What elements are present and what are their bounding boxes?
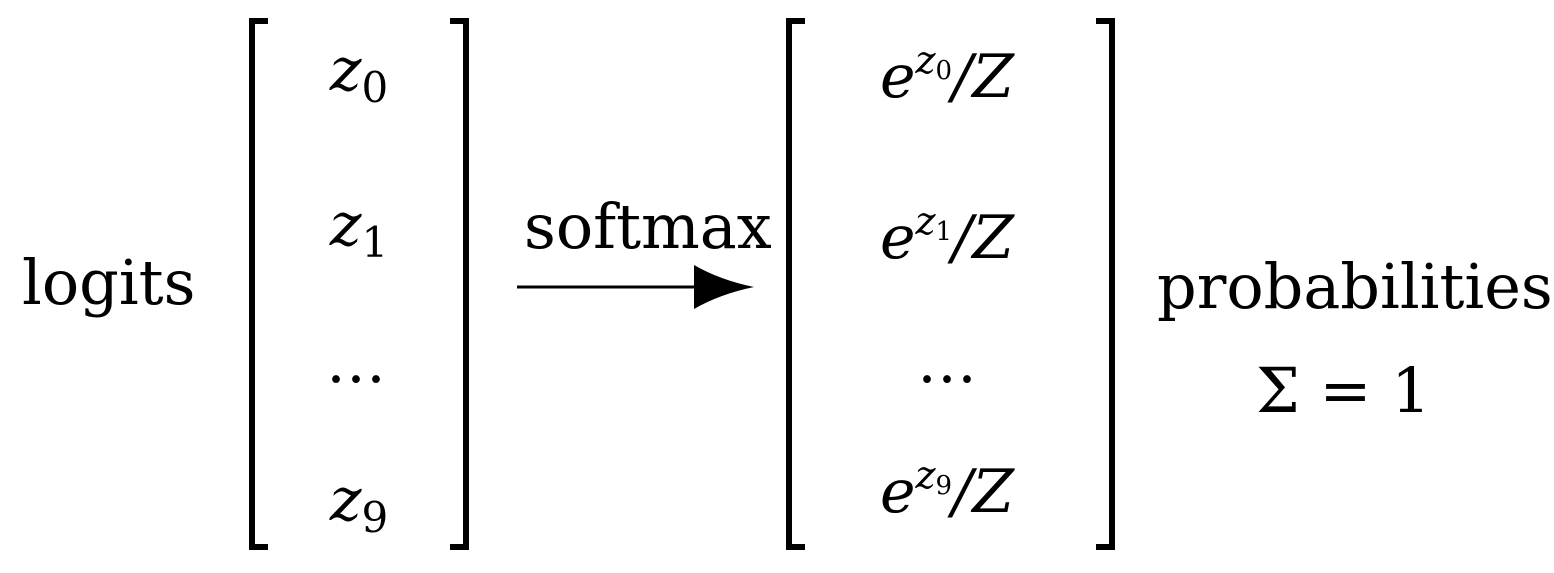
prob-0-base: e (880, 42, 916, 112)
prob-0-exp-sub: 0 (935, 56, 953, 87)
logits-bracket-left (249, 18, 268, 550)
logit-0-base: z (329, 35, 362, 105)
prob-entry-9: ez9/Z (880, 456, 1014, 522)
prob-9-exp-sub: 9 (935, 471, 953, 502)
logit-1-base: z (329, 190, 362, 260)
prob-1-suffix: /Z (952, 203, 1014, 273)
prob-0-exponent: z0 (915, 38, 953, 84)
prob-1-exponent: z1 (915, 199, 953, 245)
softmax-arrow-head (694, 265, 754, 309)
logit-9-sub: 9 (361, 492, 389, 542)
prob-dots: … (917, 327, 979, 397)
logit-entry-0: z0 (330, 40, 388, 108)
probabilities-label: probabilities (1157, 250, 1553, 323)
softmax-label: softmax (524, 190, 772, 263)
logit-entry-dots: … (326, 332, 388, 392)
logit-entry-9: z9 (330, 470, 388, 538)
logits-label: logits (22, 246, 196, 319)
logit-0-sub: 0 (361, 62, 389, 112)
prob-0-exp-base: z (915, 38, 936, 83)
prob-1-exp-sub: 1 (935, 217, 953, 248)
logit-9-base: z (329, 465, 362, 535)
prob-9-exponent: z9 (915, 453, 953, 499)
probs-bracket-left (786, 18, 805, 550)
logit-entry-1: z1 (330, 195, 388, 263)
logit-dots: … (326, 327, 388, 397)
sum-equals-one-label: Σ = 1 (1256, 354, 1431, 427)
logit-1-sub: 1 (361, 217, 389, 267)
prob-9-exp-base: z (915, 453, 936, 498)
prob-entry-0: ez0/Z (880, 41, 1014, 107)
prob-1-exp-base: z (915, 199, 936, 244)
prob-entry-1: ez1/Z (880, 202, 1014, 268)
prob-0-suffix: /Z (952, 42, 1014, 112)
logits-bracket-right (450, 18, 469, 550)
prob-entry-dots: … (917, 332, 979, 392)
prob-9-suffix: /Z (952, 457, 1014, 527)
prob-9-base: e (880, 457, 916, 527)
probs-bracket-right (1096, 18, 1115, 550)
prob-1-base: e (880, 203, 916, 273)
